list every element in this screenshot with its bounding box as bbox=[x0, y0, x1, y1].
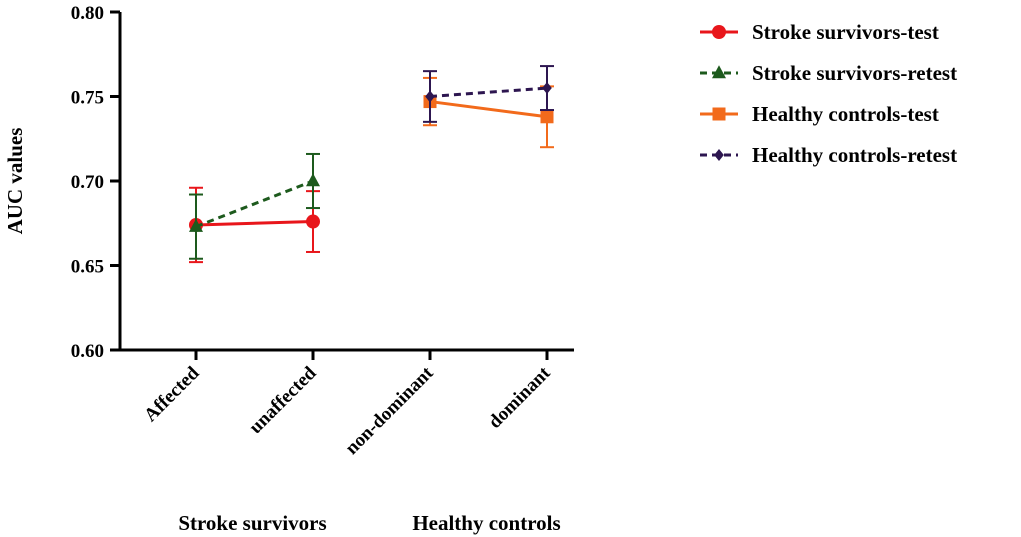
legend-item: Healthy controls-retest bbox=[700, 143, 957, 167]
data-point bbox=[306, 173, 320, 187]
legend: Stroke survivors-test Stroke survivors-re… bbox=[700, 20, 957, 167]
series-healthy-controls-test bbox=[423, 76, 554, 149]
x-category-label: non-dominant bbox=[341, 362, 438, 459]
y-axis-title: AUC values bbox=[3, 128, 27, 235]
series-stroke-survivors-retest bbox=[189, 152, 320, 260]
x-category-label: Affected bbox=[140, 362, 204, 426]
series-line bbox=[195, 220, 314, 227]
axes: 0.60 0.65 0.70 0.75 0.80 Affected unaffected no… bbox=[71, 3, 574, 535]
legend-marker bbox=[712, 25, 726, 39]
y-tick-label: 0.65 bbox=[71, 257, 104, 278]
legend-item: Healthy controls-test bbox=[700, 102, 939, 126]
y-tick-label: 0.75 bbox=[71, 88, 104, 109]
legend-item: Stroke survivors-retest bbox=[700, 61, 957, 85]
x-category-label: unaffected bbox=[245, 362, 321, 438]
x-group-label: Stroke survivors bbox=[178, 511, 326, 535]
legend-label: Healthy controls-retest bbox=[752, 143, 957, 167]
data-point bbox=[306, 214, 320, 229]
legend-marker bbox=[714, 149, 724, 161]
series-line bbox=[429, 86, 548, 98]
legend-label: Stroke survivors-test bbox=[752, 20, 939, 44]
series-stroke-survivors-test bbox=[189, 186, 320, 264]
series-layer bbox=[189, 65, 554, 264]
legend-label: Healthy controls-test bbox=[752, 102, 939, 126]
legend-marker bbox=[712, 65, 726, 79]
y-tick-label: 0.60 bbox=[71, 341, 104, 362]
y-tick-label: 0.70 bbox=[71, 172, 104, 193]
series-line bbox=[195, 179, 314, 229]
data-point bbox=[425, 90, 435, 103]
series-healthy-controls-retest bbox=[423, 65, 554, 123]
series-line bbox=[429, 100, 548, 119]
x-category-label: dominant bbox=[484, 362, 555, 433]
data-point bbox=[540, 110, 554, 124]
legend-item: Stroke survivors-test bbox=[700, 20, 939, 44]
data-point bbox=[189, 218, 203, 232]
legend-label: Stroke survivors-retest bbox=[752, 61, 957, 85]
data-point bbox=[542, 82, 552, 95]
legend-marker bbox=[712, 107, 726, 121]
x-group-label: Healthy controls bbox=[412, 511, 560, 535]
y-tick-label: 0.80 bbox=[71, 3, 104, 24]
